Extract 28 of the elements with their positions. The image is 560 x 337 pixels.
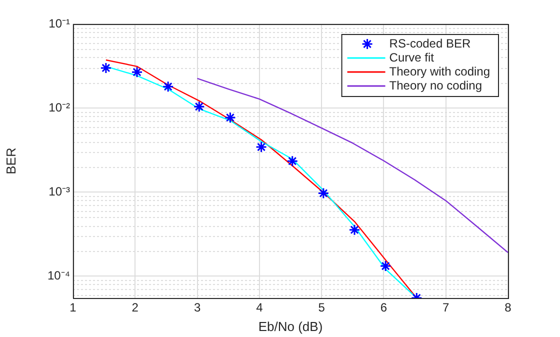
x-tick-label: 3 <box>194 300 201 315</box>
x-tick-label: 7 <box>442 300 450 315</box>
point <box>193 100 205 112</box>
x-tick-label: 5 <box>318 300 326 315</box>
x-tick-label: 4 <box>256 300 264 315</box>
point <box>318 187 330 199</box>
point <box>380 260 392 272</box>
y-tick-label: 10⁻³ <box>48 184 70 198</box>
y-axis-title: BER <box>3 148 18 174</box>
legend-label: RS-coded BER <box>389 36 471 50</box>
point <box>348 224 360 236</box>
y-tick-label: 10⁻⁴ <box>47 268 70 282</box>
point <box>100 62 112 74</box>
x-axis-title: Eb/No (dB) <box>258 318 323 334</box>
point <box>286 155 298 167</box>
y-tick-label: 10⁻² <box>48 100 70 114</box>
point <box>256 141 268 153</box>
point <box>224 112 236 124</box>
x-tick-label: 6 <box>380 300 388 315</box>
x-tick-label: 1 <box>70 300 77 315</box>
legend-label: Curve fit <box>389 50 435 64</box>
legend-label: Theory no coding <box>389 78 482 92</box>
x-tick-label: 2 <box>132 300 139 315</box>
point <box>131 66 143 78</box>
y-tick-label: 10⁻¹ <box>48 16 70 30</box>
x-tick-label: 8 <box>504 300 512 315</box>
point <box>162 80 174 92</box>
legend-label: Theory with coding <box>389 64 490 78</box>
